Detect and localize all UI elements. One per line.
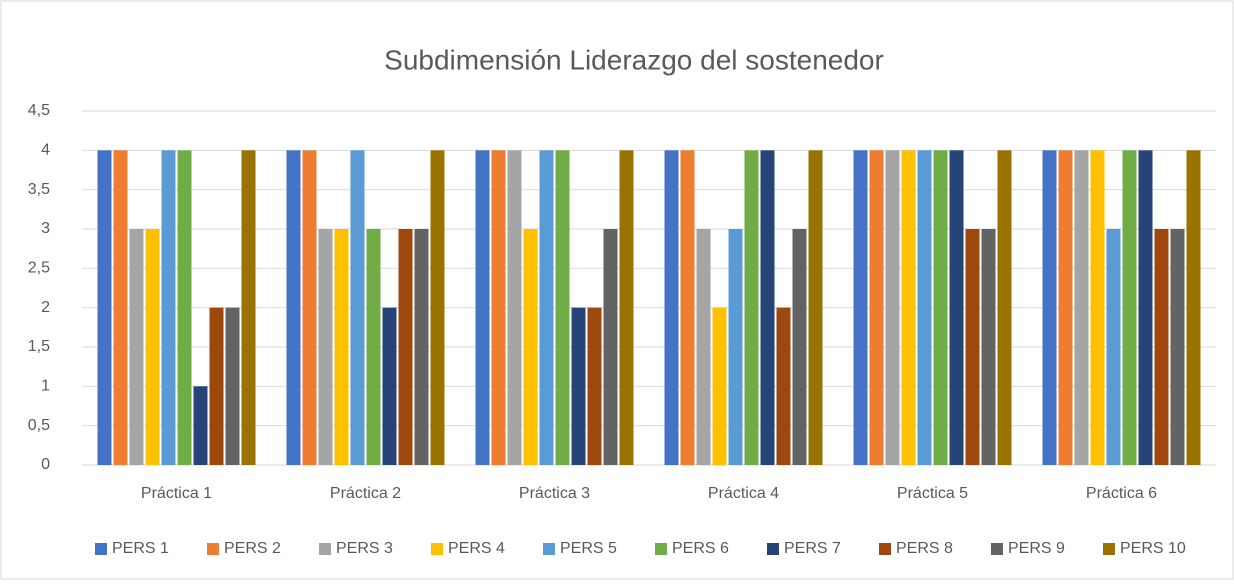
y-tick-label: 3 (41, 220, 50, 237)
bar (981, 229, 996, 465)
bar (523, 229, 538, 465)
bar (193, 386, 208, 465)
bar (161, 150, 176, 466)
bar (475, 150, 490, 466)
bar (760, 150, 775, 466)
bar (398, 229, 413, 465)
x-tick-label: Práctica 4 (708, 485, 779, 502)
bar (507, 150, 522, 466)
bar (1106, 229, 1121, 465)
bar (129, 229, 144, 465)
bar (869, 150, 884, 466)
bar (241, 150, 256, 466)
bar (334, 229, 349, 465)
legend-swatch (543, 543, 555, 555)
bar (366, 229, 381, 465)
chart-title: Subdimensión Liderazgo del sostenedor (384, 44, 884, 75)
bar (286, 150, 301, 466)
bar (1170, 229, 1185, 465)
y-tick-label: 3,5 (28, 181, 50, 198)
bar (917, 150, 932, 466)
bar (603, 229, 618, 465)
y-tick-label: 2,5 (28, 260, 50, 277)
bar (113, 150, 128, 466)
bar (885, 150, 900, 466)
x-tick-label: Práctica 1 (141, 485, 212, 502)
bar (728, 229, 743, 465)
bar (1138, 150, 1153, 466)
bar (491, 150, 506, 466)
legend-swatch (879, 543, 891, 555)
y-tick-label: 4,5 (28, 102, 50, 119)
legend-label: PERS 4 (448, 540, 505, 557)
legend-label: PERS 2 (224, 540, 281, 557)
legend-swatch (95, 543, 107, 555)
bar (619, 150, 634, 466)
legend-label: PERS 9 (1008, 540, 1065, 557)
bar (776, 307, 791, 465)
y-tick-label: 1,5 (28, 338, 50, 355)
bar (792, 229, 807, 465)
legend-swatch (207, 543, 219, 555)
bar (808, 150, 823, 466)
bar (965, 229, 980, 465)
legend-label: PERS 8 (896, 540, 953, 557)
bar (97, 150, 112, 466)
bar (225, 307, 240, 465)
bar (1186, 150, 1201, 466)
bar (1154, 229, 1169, 465)
legend-label: PERS 7 (784, 540, 841, 557)
bar (587, 307, 602, 465)
bar (382, 307, 397, 465)
y-tick-label: 0 (41, 456, 50, 473)
bar (853, 150, 868, 466)
legend-label: PERS 3 (336, 540, 393, 557)
legend-label: PERS 1 (112, 540, 169, 557)
bar (302, 150, 317, 466)
bar (1074, 150, 1089, 466)
x-tick-label: Práctica 2 (330, 485, 401, 502)
bar (539, 150, 554, 466)
bar (209, 307, 224, 465)
legend-label: PERS 10 (1120, 540, 1186, 557)
bar (1058, 150, 1073, 466)
x-tick-label: Práctica 6 (1086, 485, 1157, 502)
legend-label: PERS 5 (560, 540, 617, 557)
bar (145, 229, 160, 465)
bar (901, 150, 916, 466)
bar (712, 307, 727, 465)
y-tick-label: 1 (41, 378, 50, 395)
bar (949, 150, 964, 466)
bar (664, 150, 679, 466)
bar (177, 150, 192, 466)
y-tick-label: 4 (41, 142, 50, 159)
y-tick-label: 0,5 (28, 417, 50, 434)
y-tick-label: 2 (41, 299, 50, 316)
legend-swatch (767, 543, 779, 555)
bar (997, 150, 1012, 466)
bar (1042, 150, 1057, 466)
bar (350, 150, 365, 466)
x-tick-label: Práctica 3 (519, 485, 590, 502)
legend-swatch (991, 543, 1003, 555)
bar (744, 150, 759, 466)
bar (318, 229, 333, 465)
bar (430, 150, 445, 466)
legend-swatch (431, 543, 443, 555)
bar (933, 150, 948, 466)
bar (696, 229, 711, 465)
bar (414, 229, 429, 465)
bar (680, 150, 695, 466)
bar (1090, 150, 1105, 466)
legend-label: PERS 6 (672, 540, 729, 557)
bar (555, 150, 570, 466)
bar (571, 307, 586, 465)
x-tick-label: Práctica 5 (897, 485, 968, 502)
legend-swatch (1103, 543, 1115, 555)
legend-swatch (319, 543, 331, 555)
legend-swatch (655, 543, 667, 555)
bar (1122, 150, 1137, 466)
